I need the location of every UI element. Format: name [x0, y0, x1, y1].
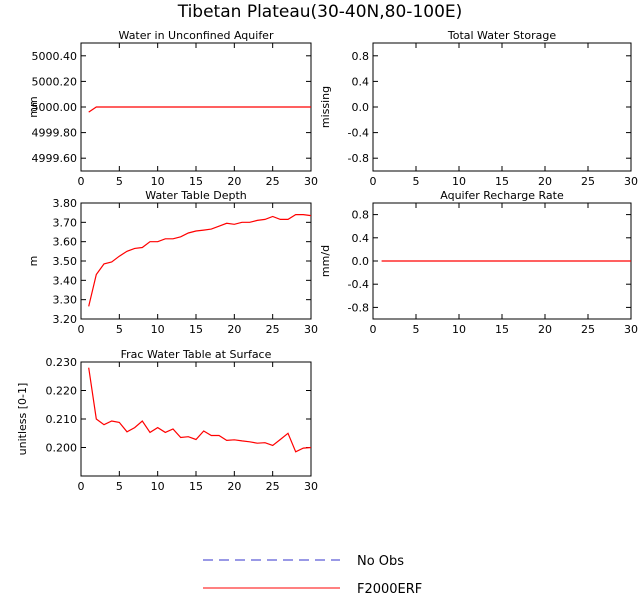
y-tick-label: 0.8	[352, 50, 370, 63]
y-tick-label: 4999.60	[32, 152, 78, 165]
y-tick-label: 3.60	[53, 236, 78, 249]
x-tick-label: 10	[452, 175, 466, 188]
y-tick-label: 5000.20	[32, 75, 78, 88]
y-axis-label: missing	[319, 86, 332, 128]
y-axis-label: unitless [0-1]	[16, 383, 29, 456]
x-tick-label: 10	[452, 323, 466, 336]
y-tick-label: 0.4	[352, 232, 370, 245]
x-tick-label: 0	[370, 323, 377, 336]
x-tick-label: 0	[78, 175, 85, 188]
x-tick-label: 0	[78, 323, 85, 336]
plot-frame	[372, 42, 632, 172]
y-tick-label: 4999.80	[32, 127, 78, 140]
x-tick-label: 30	[304, 323, 318, 336]
y-tick-label: 0.220	[46, 385, 78, 398]
y-tick-label: 0.200	[46, 442, 78, 455]
x-tick-label: 25	[266, 175, 280, 188]
x-tick-label: 5	[116, 323, 123, 336]
panel-title: Aquifer Recharge Rate	[440, 189, 564, 202]
panel-water-in-unconfined-aquifer: Water in Unconfined Aquifer 0 5 10 15 20 25 30 4…	[27, 29, 318, 188]
y-tick-label: 0.0	[352, 101, 370, 114]
x-tick-label: 0	[370, 175, 377, 188]
x-tick-label: 5	[116, 175, 123, 188]
y-tick-label: -0.4	[348, 127, 369, 140]
y-tick-label: -0.4	[348, 278, 369, 291]
y-tick-label: 0.210	[46, 413, 78, 426]
y-tick-label: 3.20	[53, 313, 78, 326]
panel-total-water-storage: Total Water Storage 0 5 10 15 20 25 30 -0.8 -0.4 0…	[319, 29, 638, 188]
panel-water-table-depth: Water Table Depth 0 5 10 15 20 25 30 3.20 3.30 3.4…	[27, 189, 318, 336]
x-tick-label: 15	[495, 323, 509, 336]
y-tick-label: 0.230	[46, 356, 78, 369]
x-tick-label: 30	[304, 175, 318, 188]
panel-title: Water in Unconfined Aquifer	[119, 29, 274, 42]
x-tick-label: 25	[266, 323, 280, 336]
y-tick-label: 3.50	[53, 255, 78, 268]
panel-aquifer-recharge-rate: Aquifer Recharge Rate 0 5 10 15 20 25 30 -0.8 -0.…	[319, 189, 638, 336]
y-tick-label: 3.70	[53, 216, 78, 229]
legend-label-no-obs: No Obs	[357, 554, 404, 569]
x-tick-label: 10	[151, 323, 165, 336]
x-tick-label: 20	[227, 323, 241, 336]
y-tick-label: 3.80	[53, 197, 78, 210]
x-tick-label: 10	[151, 175, 165, 188]
y-tick-label: -0.8	[348, 152, 369, 165]
x-tick-label: 20	[227, 480, 241, 493]
x-tick-label: 15	[189, 480, 203, 493]
x-tick-label: 15	[189, 323, 203, 336]
x-tick-label: 5	[116, 480, 123, 493]
x-tick-label: 20	[538, 175, 552, 188]
y-axis-label: m	[27, 256, 40, 267]
panel-frac-water-table-at-surface: Frac Water Table at Surface 0 5 10 15 20 25 30 0…	[16, 348, 318, 493]
y-tick-label: 0.8	[352, 209, 370, 222]
x-tick-label: 25	[581, 323, 595, 336]
plot-frame	[80, 361, 312, 477]
x-tick-label: 20	[227, 175, 241, 188]
legend: No Obs F2000ERF	[203, 554, 422, 594]
panel-title: Water Table Depth	[145, 189, 246, 202]
y-tick-label: 5000.40	[32, 50, 78, 63]
series-line-f2000erf	[88, 214, 312, 307]
y-tick-label: 5000.00	[32, 101, 78, 114]
x-tick-label: 30	[624, 323, 638, 336]
y-tick-label: 3.40	[53, 274, 78, 287]
y-axis-label: mm/d	[319, 245, 332, 277]
x-tick-label: 15	[189, 175, 203, 188]
y-tick-label: 3.30	[53, 294, 78, 307]
panel-title: Total Water Storage	[447, 29, 556, 42]
series-line-f2000erf	[88, 106, 311, 113]
x-tick-label: 25	[266, 480, 280, 493]
x-tick-label: 30	[304, 480, 318, 493]
series-line-f2000erf	[88, 367, 312, 453]
x-tick-label: 30	[624, 175, 638, 188]
y-tick-label: 0.4	[352, 75, 370, 88]
panel-title: Frac Water Table at Surface	[121, 348, 272, 361]
x-tick-label: 15	[495, 175, 509, 188]
x-tick-label: 0	[78, 480, 85, 493]
y-axis-label: mm	[27, 96, 40, 117]
x-tick-label: 5	[413, 175, 420, 188]
figure-title: Tibetan Plateau(30-40N,80-100E)	[177, 2, 463, 22]
y-tick-label: -0.8	[348, 301, 369, 314]
plot-frame	[80, 202, 312, 320]
x-tick-label: 20	[538, 323, 552, 336]
x-tick-label: 5	[413, 323, 420, 336]
legend-label-f2000erf: F2000ERF	[357, 582, 422, 594]
x-tick-label: 25	[581, 175, 595, 188]
y-tick-label: 0.0	[352, 255, 370, 268]
x-tick-label: 10	[151, 480, 165, 493]
